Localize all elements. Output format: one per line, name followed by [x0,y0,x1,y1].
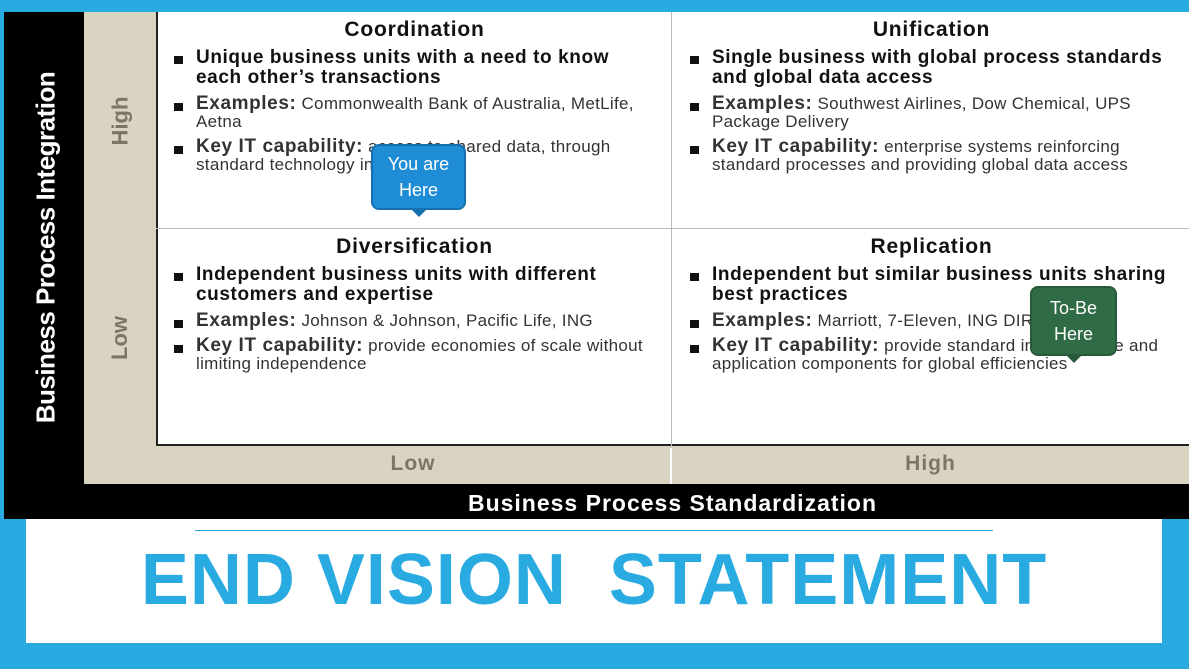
bullet-icon [174,103,183,111]
list-item: Examples: Johnson & Johnson, Pacific Lif… [170,311,659,330]
bullet-icon [690,345,699,353]
y-axis-band [84,12,156,482]
bullet-icon [690,273,699,281]
y-axis-label-text: Business Process Integration [30,71,61,423]
list-item: Unique business units with a need to kno… [170,48,659,88]
list-item: Examples: Southwest Airlines, Dow Chemic… [686,94,1177,131]
y-axis-label: Business Process Integration [8,12,84,482]
x-axis-label: Business Process Standardization [467,490,878,516]
quadrant-title: Unification [872,18,991,41]
list-item: Examples: Marriott, 7-Eleven, ING DIRECT [686,311,1177,330]
quadrant-title: Coordination [344,18,485,41]
bullet-icon [174,320,183,328]
you-are-here-callout: You are Here [371,144,466,217]
x-tick-low: Low [390,452,436,475]
list-item: Examples: Commonwealth Bank of Australia… [170,94,659,131]
bullet-icon [690,146,699,154]
list-item: Independent but similar business units s… [686,265,1177,305]
quadrant-diversification: Diversification Independent business uni… [156,229,672,446]
y-tick-high: High [106,96,132,145]
x-axis-divider [670,448,672,484]
divider-line [195,530,993,531]
bullet-icon [174,146,183,154]
quadrant-unification: Unification Single business with global … [672,12,1189,229]
y-tick-low: Low [107,315,132,360]
bullet-icon [690,320,699,328]
bullet-icon [174,273,183,281]
list-item: Key IT capability: provide economies of … [170,336,659,373]
matrix-grid [156,12,1189,446]
list-item: Key IT capability: enterprise systems re… [686,137,1177,174]
quadrant-title: Diversification [336,235,493,258]
list-item: Single business with global process stan… [686,48,1177,88]
title-panel [26,519,1162,643]
bullet-icon [174,56,183,64]
slide-title: END VISION STATEMENT [140,540,1048,620]
x-tick-high: High [905,452,956,475]
x-axis-band [84,446,1189,484]
quadrant-title: Replication [870,235,993,258]
bullet-icon [690,103,699,111]
list-item: Independent business units with differen… [170,265,659,305]
to-be-here-callout: To-Be Here [1030,286,1117,363]
bullet-icon [690,56,699,64]
bullet-icon [174,345,183,353]
